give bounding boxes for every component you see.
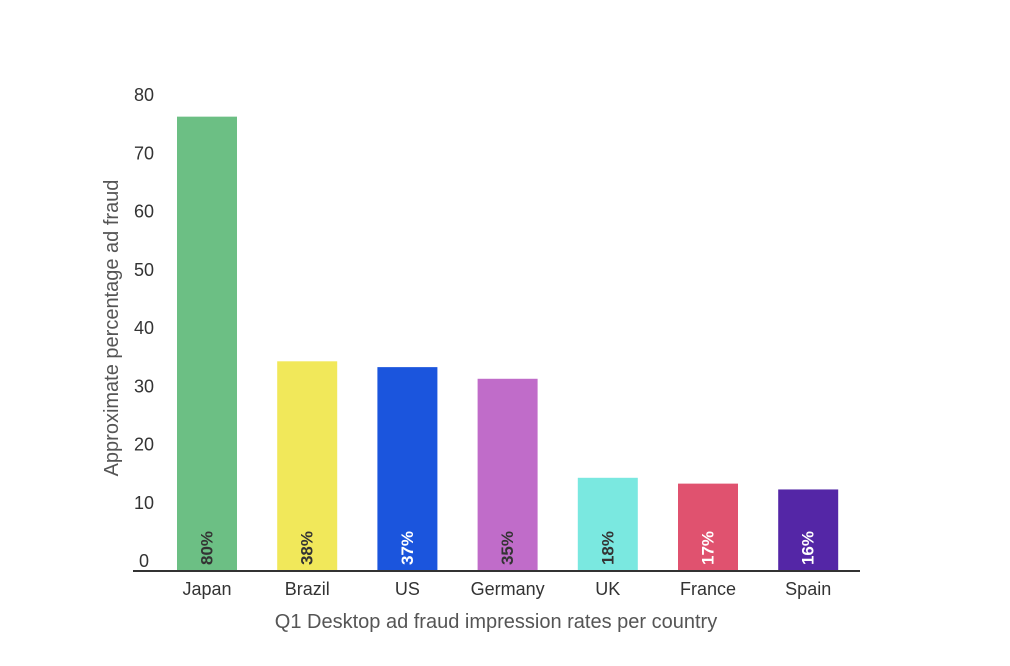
y-tick-label: 50 — [134, 260, 154, 280]
y-tick-label: 70 — [134, 143, 154, 163]
data-label-japan: 80% — [198, 531, 217, 565]
data-label-brazil: 38% — [298, 531, 317, 565]
data-label-france: 17% — [699, 531, 718, 565]
data-label-germany: 35% — [498, 531, 517, 565]
data-label-uk: 18% — [598, 531, 617, 565]
bar-brazil — [277, 361, 338, 571]
y-tick-label: 20 — [134, 435, 154, 455]
x-tick-label-brazil: Brazil — [285, 579, 330, 599]
y-tick-label: 0 — [139, 551, 149, 571]
y-axis-ticks: 0 10 20 30 40 50 60 70 80 — [134, 85, 154, 571]
y-tick-label: 10 — [134, 493, 154, 513]
y-tick-label: 40 — [134, 318, 154, 338]
bar-japan — [177, 116, 237, 572]
data-label-spain: 16% — [799, 531, 818, 565]
x-axis-title: Q1 Desktop ad fraud impression rates per… — [275, 611, 717, 633]
y-tick-label: 30 — [134, 376, 154, 396]
x-tick-label-japan: Japan — [182, 579, 231, 599]
bars — [177, 116, 839, 572]
x-tick-label-us: US — [395, 579, 420, 599]
bar-data-labels: 80% 38% 37% 35% 18% 17% 16% — [198, 531, 818, 565]
bar-us — [377, 367, 438, 571]
y-tick-label: 80 — [134, 85, 154, 105]
bar-france — [678, 483, 738, 571]
y-axis-title: Approximate percentage ad fraud — [101, 180, 123, 477]
x-tick-label-spain: Spain — [785, 579, 831, 599]
x-tick-label-france: France — [680, 579, 736, 599]
x-tick-label-uk: UK — [595, 579, 620, 599]
bar-germany — [477, 378, 538, 571]
bar-uk — [577, 477, 638, 571]
x-tick-label-germany: Germany — [471, 579, 545, 599]
y-tick-label: 60 — [134, 202, 154, 222]
x-axis-category-labels: Japan Brazil US Germany UK France Spain — [182, 579, 831, 599]
data-label-us: 37% — [398, 531, 417, 565]
bar-spain — [778, 489, 839, 571]
